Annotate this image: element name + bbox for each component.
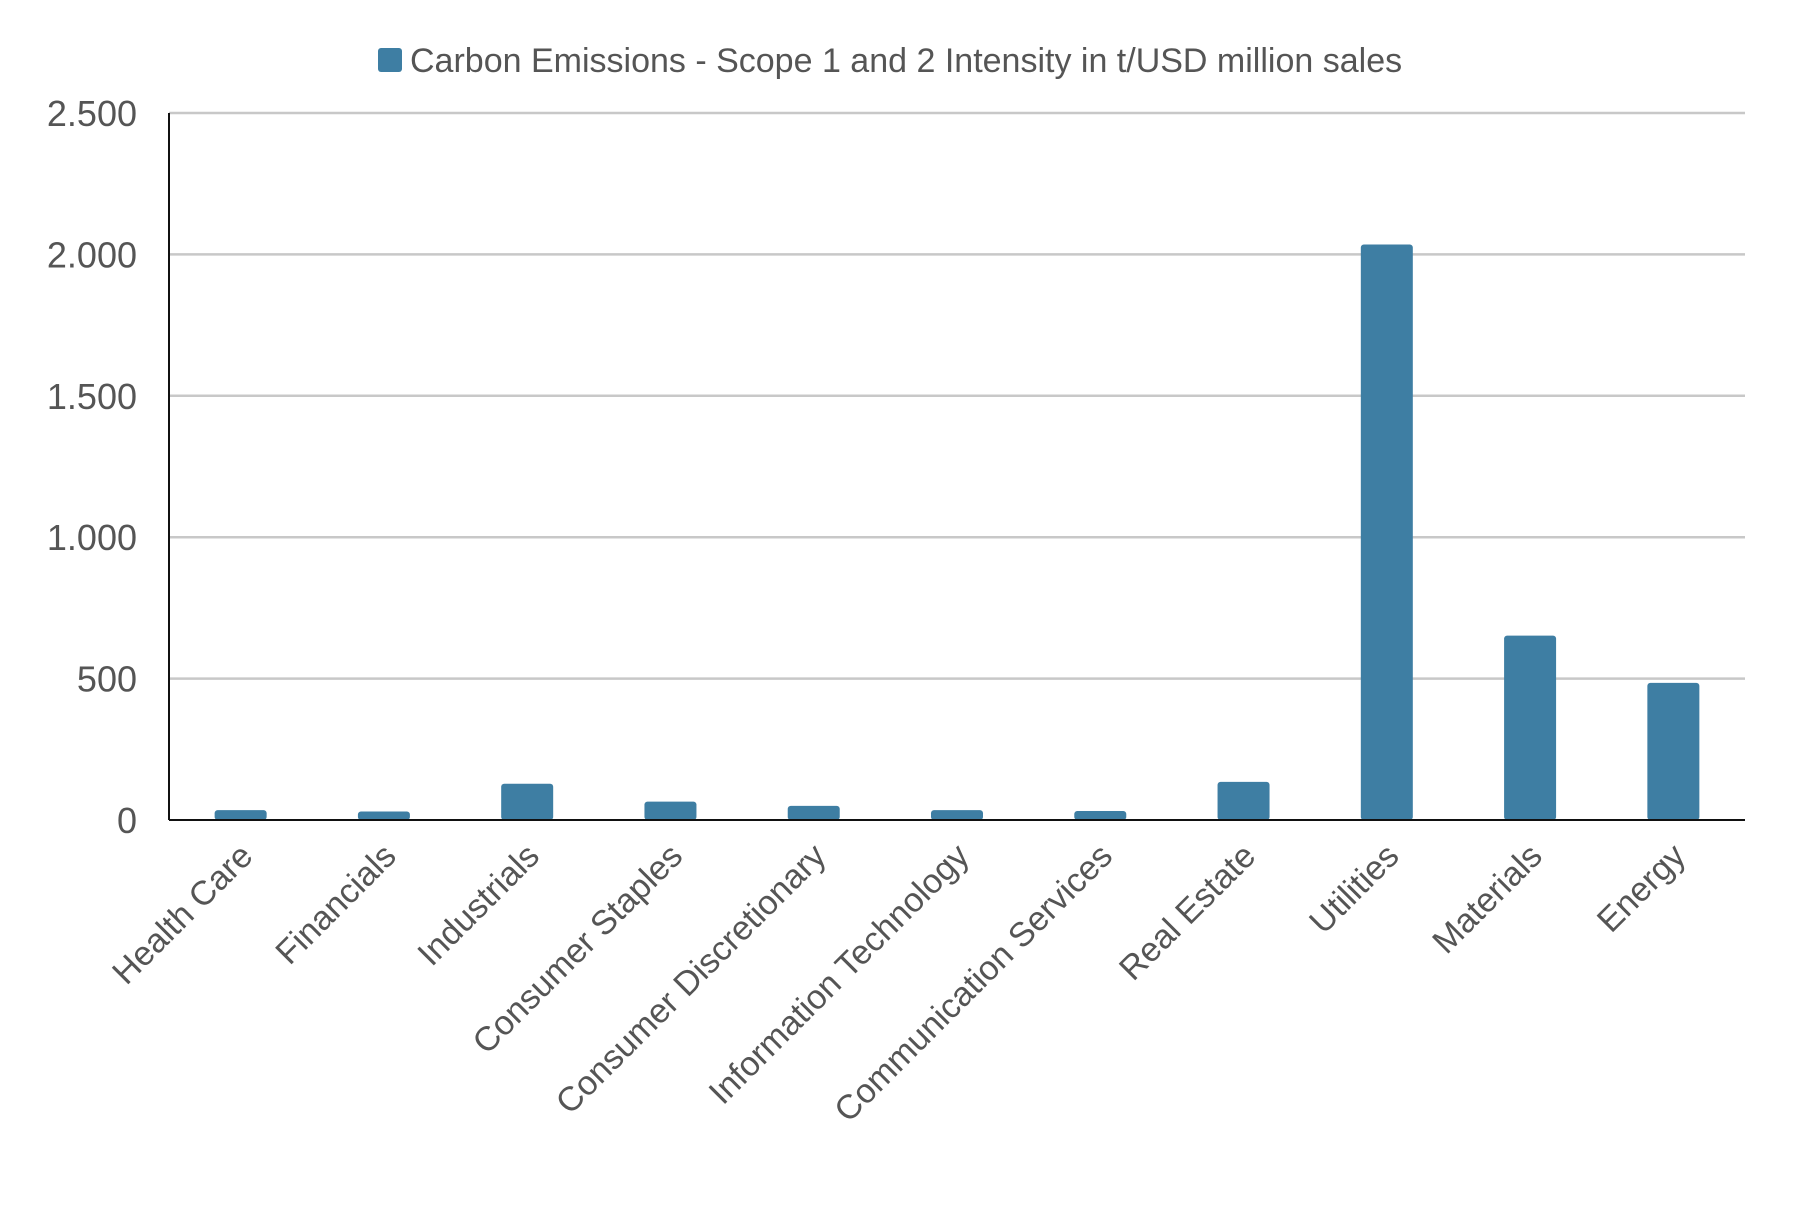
gridlines bbox=[169, 111, 1745, 680]
legend-label: Carbon Emissions - Scope 1 and 2 Intensi… bbox=[410, 42, 1402, 80]
x-category-label: Industrials bbox=[410, 837, 546, 973]
x-category-label: Materials bbox=[1425, 837, 1549, 961]
bar bbox=[214, 810, 267, 820]
bar bbox=[1360, 244, 1413, 820]
x-category-label: Energy bbox=[1590, 837, 1693, 940]
axes bbox=[168, 113, 1745, 821]
bars bbox=[214, 244, 1700, 820]
y-tick-label: 1.500 bbox=[47, 376, 137, 417]
bar bbox=[1647, 682, 1700, 820]
y-tick-label: 0 bbox=[117, 800, 137, 841]
y-tick-label: 500 bbox=[77, 659, 137, 700]
x-category-label: Health Care bbox=[105, 837, 260, 992]
x-category-label: Consumer Discretionary bbox=[549, 837, 834, 1122]
bar bbox=[931, 810, 983, 820]
x-axis-category-labels: Health Care Financials IndustrialsConsumer… bbox=[105, 837, 1693, 1130]
bar bbox=[1504, 635, 1557, 820]
x-category-label: Real Estate bbox=[1112, 837, 1263, 988]
x-category-label: Utilities bbox=[1302, 837, 1406, 941]
x-category-label: Financials bbox=[268, 837, 403, 972]
bar bbox=[787, 805, 840, 820]
bar bbox=[1217, 781, 1270, 820]
x-category-label: Communication Services bbox=[827, 837, 1120, 1130]
bar bbox=[644, 801, 697, 820]
y-tick-label: 2.000 bbox=[47, 234, 137, 275]
y-tick-label: 1.000 bbox=[47, 517, 137, 558]
legend: Carbon Emissions - Scope 1 and 2 Intensi… bbox=[378, 42, 1402, 80]
bar bbox=[357, 811, 410, 820]
bar bbox=[501, 783, 554, 820]
legend-swatch bbox=[378, 48, 402, 72]
bar bbox=[1074, 810, 1127, 820]
y-tick-label: 2.500 bbox=[47, 93, 137, 134]
x-category-label: Information Technology bbox=[702, 837, 977, 1112]
y-axis-tick-labels: 0 500 1.000 1.500 2.000 2.500 bbox=[47, 93, 137, 841]
